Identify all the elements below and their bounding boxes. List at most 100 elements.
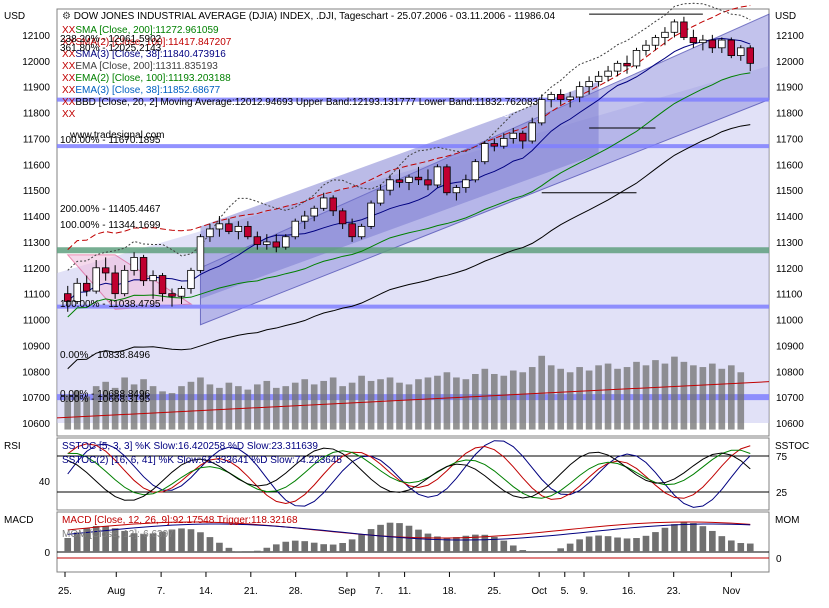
y-tick-label: 11100: [24, 290, 51, 301]
volume-bar: [415, 379, 422, 430]
candle-body: [319, 197, 328, 209]
macd-histogram-bar: [83, 528, 91, 552]
candle-body: [120, 269, 129, 295]
y-tick-label: 10600: [776, 419, 804, 430]
macd-histogram-bar: [140, 534, 147, 552]
macd-histogram-bar: [718, 536, 726, 552]
macd-histogram-bar: [415, 529, 422, 552]
sstoc-panel-frame: [56, 437, 770, 511]
volume-bar: [585, 370, 593, 430]
candle-body: [282, 236, 290, 248]
volume-bar: [235, 386, 242, 430]
macd-histogram-bar: [576, 539, 583, 552]
legend-entry-label: SMA [Close, 200]:11272.961059: [75, 25, 219, 36]
candle-body: [225, 223, 233, 232]
volume-bar: [254, 384, 261, 430]
macd-label: MACD: [4, 515, 34, 526]
cross-icon[interactable]: XX: [62, 25, 76, 36]
cross-icon[interactable]: XX: [62, 61, 76, 72]
volume-bar: [282, 386, 290, 430]
candle-body: [585, 81, 593, 88]
y-tick-label: 11200: [23, 264, 51, 275]
macd-histogram-bar: [490, 536, 498, 552]
macd-histogram-bar: [519, 550, 527, 552]
macd-histogram-bar: [481, 534, 489, 552]
macd-histogram-bar: [453, 537, 460, 552]
candle-body: [272, 241, 281, 248]
legend-entry-label: SMA(3) [Close, 38]:11840.473916: [75, 49, 226, 60]
volume-bar: [197, 377, 204, 430]
legend-entry: XXSMA(2) [Close, 100]:11417.847207: [62, 37, 231, 49]
candle-body: [699, 39, 707, 44]
cross-icon[interactable]: XX: [62, 49, 76, 60]
macd-histogram-bar: [424, 533, 432, 552]
cross-icon[interactable]: XX: [62, 37, 76, 48]
macd-histogram-bar: [680, 522, 688, 552]
legend-entry-label: [Close, 20, 2] Moving Average:12012.9469…: [75, 109, 510, 120]
macd-histogram-bar: [168, 529, 176, 552]
sstoc-tick-label: 75: [776, 452, 788, 463]
macd-histogram-bar: [585, 536, 593, 552]
legend-entry: XXEMA(3) [Close, 38]:11852.68677: [62, 85, 220, 97]
volume-bar: [680, 361, 688, 430]
macd-histogram-bar: [225, 547, 233, 552]
candle-body: [594, 75, 603, 82]
macd-histogram-bar: [690, 523, 697, 552]
macd-histogram-bar: [111, 528, 119, 552]
y-axis-right: 10600 10700 10800 10900 11000 11100 11200 11300…: [776, 31, 804, 430]
candle-body: [642, 44, 650, 51]
volume-bar: [140, 379, 147, 430]
macd-histogram-bar: [301, 541, 309, 552]
macd-histogram-bar: [159, 531, 166, 552]
candle-body: [443, 166, 451, 194]
cross-icon[interactable]: XX: [62, 73, 76, 84]
cross-icon[interactable]: XX: [62, 109, 76, 120]
moving-average-line: [67, 2, 751, 271]
volume-bar: [472, 373, 479, 430]
volume-bar: [348, 382, 356, 430]
y-tick-label: 10700: [22, 393, 50, 404]
candle-body: [481, 143, 489, 163]
macd-histogram-bar: [557, 548, 564, 552]
volume-bar: [149, 386, 157, 430]
candle-body: [689, 37, 698, 44]
y-tick-label: 11600: [776, 160, 804, 171]
mom-tick-label: 0: [776, 554, 782, 565]
cross-icon[interactable]: XX: [62, 85, 76, 96]
y-tick-label: 11500: [23, 186, 51, 197]
volume-bar: [576, 367, 583, 430]
legend-entry-label: EMA [Close, 200]:11311.835193: [75, 61, 218, 72]
volume-bar: [301, 379, 309, 430]
volume-bar: [509, 370, 517, 430]
volume-bar: [434, 375, 441, 430]
macd-histogram-bar: [291, 540, 299, 552]
volume-bar: [528, 367, 536, 430]
volume-bar: [557, 368, 564, 430]
indicator-legend-entry: SSTOC [5, 3, 3] %K Slow:16.420258 %D Slo…: [62, 441, 318, 452]
x-tick-label: Nov: [722, 586, 740, 597]
fib-label: 200.00% - 11405.4467: [60, 203, 161, 215]
x-tick-label: 14.: [199, 586, 213, 597]
candle-body: [414, 176, 423, 181]
gear-icon[interactable]: ⚙: [62, 11, 71, 22]
volume-bar: [453, 377, 460, 430]
macd-histogram-bar: [443, 537, 451, 552]
macd-histogram-bar: [405, 525, 413, 552]
macd-histogram-bar: [652, 532, 659, 552]
candle-body: [661, 31, 669, 38]
candle-body: [158, 275, 167, 295]
y-tick-label: 11400: [776, 212, 804, 223]
volume-bar: [310, 384, 318, 430]
volume-bar: [121, 377, 128, 430]
candle-body: [376, 189, 385, 204]
macd-histogram-bar: [272, 544, 280, 552]
y-tick-label: 11700: [23, 134, 51, 145]
macd-histogram-bar: [462, 535, 470, 552]
volume-bar: [367, 380, 375, 430]
volume-bar: [377, 379, 384, 430]
cross-icon[interactable]: XX: [62, 97, 76, 108]
macd-histogram-bar: [102, 526, 109, 552]
volume-bar: [462, 379, 470, 430]
legend-entry: XXEMA [Close, 200]:11311.835193: [62, 61, 218, 73]
candle-body: [101, 267, 110, 274]
